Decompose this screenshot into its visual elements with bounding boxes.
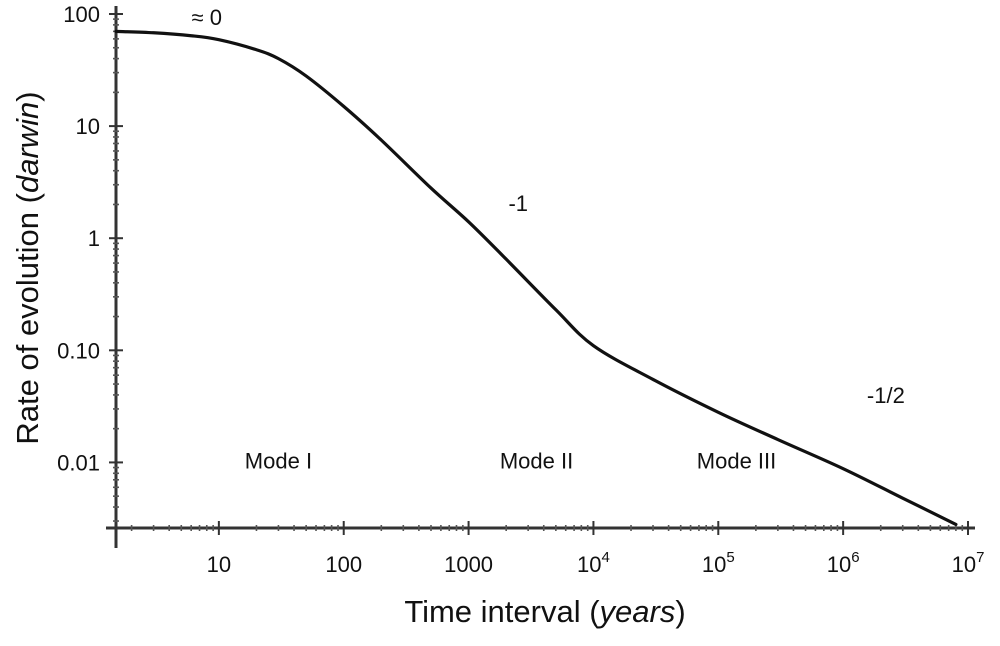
x-axis-title: Time interval (years) xyxy=(404,594,685,629)
y-axis-title: Rate of evolution (darwin) xyxy=(10,91,45,444)
x-axis-title-unit: years xyxy=(598,594,676,629)
annotation-label: Mode II xyxy=(500,449,573,474)
y-tick-labels: 100 10 1 0.10 0.01 xyxy=(57,2,100,475)
x-axis-title-paren-close: ) xyxy=(675,594,685,629)
y-axis-title-paren-close: ) xyxy=(10,91,45,101)
annotation-label: Mode I xyxy=(245,449,312,474)
x-axis-title-paren-open: ( xyxy=(581,594,601,629)
y-tick-label: 100 xyxy=(63,2,100,27)
annotation-label: -1 xyxy=(508,191,528,216)
x-tick-label: 100 xyxy=(325,552,362,577)
y-tick-label: 1 xyxy=(88,226,100,251)
x-tick-label: 106 xyxy=(827,549,860,577)
y-tick-label: 0.10 xyxy=(57,338,100,363)
annotation-label: -1/2 xyxy=(867,383,905,408)
x-tick-label: 1000 xyxy=(444,552,493,577)
series-line xyxy=(114,29,958,526)
y-tick-label: 0.01 xyxy=(57,450,100,475)
annotation-label: Mode III xyxy=(697,449,776,474)
x-major-ticks xyxy=(217,521,969,535)
y-major-ticks xyxy=(109,13,123,464)
x-tick-label: 107 xyxy=(952,549,985,577)
axes xyxy=(106,6,975,548)
x-tick-label: 104 xyxy=(577,549,610,577)
annotation-label: ≈ 0 xyxy=(192,5,222,30)
x-axis-title-text: Time interval xyxy=(404,594,580,629)
x-tick-label: 105 xyxy=(702,549,735,577)
x-tick-label: 10 xyxy=(207,552,231,577)
annotations: ≈ 0 -1 -1/2 Mode I Mode II Mode III xyxy=(192,5,905,474)
y-axis-title-paren-open: ( xyxy=(10,192,45,212)
x-minor-ticks xyxy=(130,525,964,531)
y-axis-title-text: Rate of evolution xyxy=(10,212,45,445)
y-axis-title-unit: darwin xyxy=(10,102,45,193)
x-tick-labels: 10 100 1000 104 105 106 107 xyxy=(207,549,985,577)
y-tick-label: 10 xyxy=(76,114,100,139)
